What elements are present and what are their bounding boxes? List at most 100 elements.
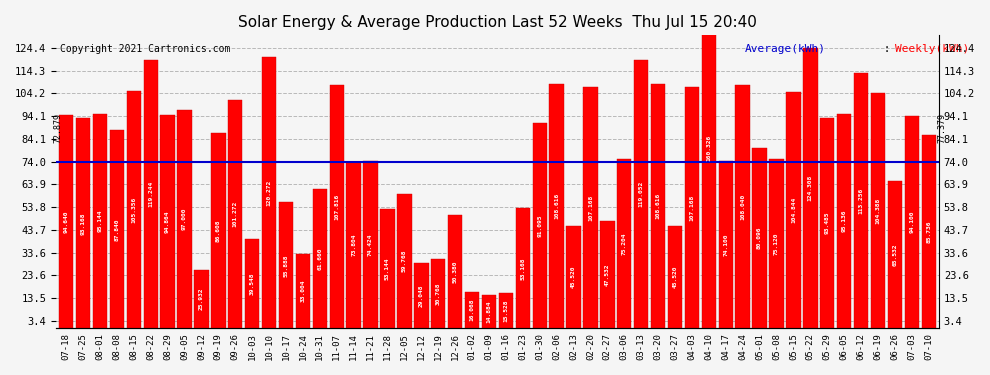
Bar [888,181,902,328]
Bar [566,226,581,328]
Text: 29.048: 29.048 [419,284,424,307]
Text: 72.879: 72.879 [53,114,62,144]
Bar [346,162,360,328]
Text: 39.548: 39.548 [249,273,254,295]
Text: 107.168: 107.168 [689,194,694,220]
Bar [397,194,412,328]
Bar [211,133,226,328]
Bar [330,86,344,328]
Text: 59.768: 59.768 [402,250,407,272]
Text: 14.884: 14.884 [486,300,491,323]
Bar [228,100,243,328]
Bar [854,73,868,328]
Bar [414,263,429,328]
Bar [465,292,479,328]
Text: 33.004: 33.004 [300,280,306,302]
Bar [516,209,530,328]
Bar [447,215,462,328]
Bar [719,161,733,328]
Text: 97.000: 97.000 [182,208,187,230]
Text: 73.804: 73.804 [351,234,356,256]
Bar [279,202,293,328]
Text: 104.388: 104.388 [875,198,880,224]
Bar [634,60,648,328]
Bar [533,123,546,328]
Bar [600,221,615,328]
Bar [194,270,209,328]
Text: 108.616: 108.616 [655,193,660,219]
Bar [905,116,919,328]
Text: 77.379: 77.379 [938,114,946,144]
Text: 93.168: 93.168 [80,212,85,234]
Text: 16.068: 16.068 [469,299,474,321]
Text: 75.204: 75.204 [622,232,627,255]
Text: 107.168: 107.168 [588,194,593,220]
Text: 53.144: 53.144 [385,257,390,280]
Bar [160,114,175,328]
Bar [752,148,767,328]
Bar [245,239,259,328]
Bar [617,159,632,328]
Text: 119.052: 119.052 [639,181,644,207]
Text: 160.326: 160.326 [706,135,712,161]
Bar [549,84,564,328]
Bar [110,130,124,328]
Text: 53.168: 53.168 [521,257,526,280]
Text: 55.888: 55.888 [283,254,288,276]
Text: 45.520: 45.520 [571,266,576,288]
Text: 120.272: 120.272 [266,180,271,206]
Text: 25.932: 25.932 [199,288,204,310]
Bar [93,114,107,328]
Text: 47.532: 47.532 [605,264,610,286]
Text: 95.144: 95.144 [97,210,102,232]
Text: 75.120: 75.120 [774,232,779,255]
Bar [296,254,310,328]
Text: 94.640: 94.640 [63,210,68,233]
Text: 94.864: 94.864 [165,210,170,232]
Text: 74.100: 74.100 [724,234,729,256]
Bar [786,92,801,328]
Text: 93.485: 93.485 [825,212,830,234]
Text: 119.244: 119.244 [148,181,153,207]
Bar [363,160,378,328]
Text: 80.096: 80.096 [757,227,762,249]
Bar [837,114,851,328]
Text: 87.840: 87.840 [115,218,120,240]
Bar [127,91,141,328]
Text: 95.136: 95.136 [842,210,846,232]
Text: 30.768: 30.768 [436,282,441,305]
Bar [685,87,699,328]
Text: Average(kWh): Average(kWh) [744,44,826,54]
Bar [871,93,885,328]
Text: 104.844: 104.844 [791,197,796,223]
Text: 74.424: 74.424 [368,233,373,256]
Text: 61.660: 61.660 [318,248,323,270]
Bar [76,118,90,328]
Bar [59,115,73,328]
Bar [583,87,598,328]
Text: 107.816: 107.816 [335,194,340,220]
Text: 94.100: 94.100 [910,211,915,234]
Text: 65.532: 65.532 [892,243,897,266]
Text: 85.736: 85.736 [927,220,932,243]
Bar [769,159,784,328]
Text: 124.308: 124.308 [808,175,813,201]
Text: 108.040: 108.040 [741,194,745,220]
Bar [668,226,682,328]
Text: 50.380: 50.380 [452,260,457,283]
Bar [922,135,936,328]
Bar [820,118,835,328]
Bar [313,189,327,328]
Text: 15.528: 15.528 [503,300,509,322]
Text: 101.272: 101.272 [233,201,238,227]
Text: 113.256: 113.256 [858,188,863,214]
Text: 108.616: 108.616 [554,193,559,219]
Text: Copyright 2021 Cartronics.com: Copyright 2021 Cartronics.com [60,44,231,54]
Bar [803,48,818,328]
Text: 105.356: 105.356 [132,196,137,223]
Bar [144,60,157,328]
Bar [736,85,749,328]
Text: :: : [877,44,897,54]
Bar [380,209,395,328]
Bar [262,57,276,328]
